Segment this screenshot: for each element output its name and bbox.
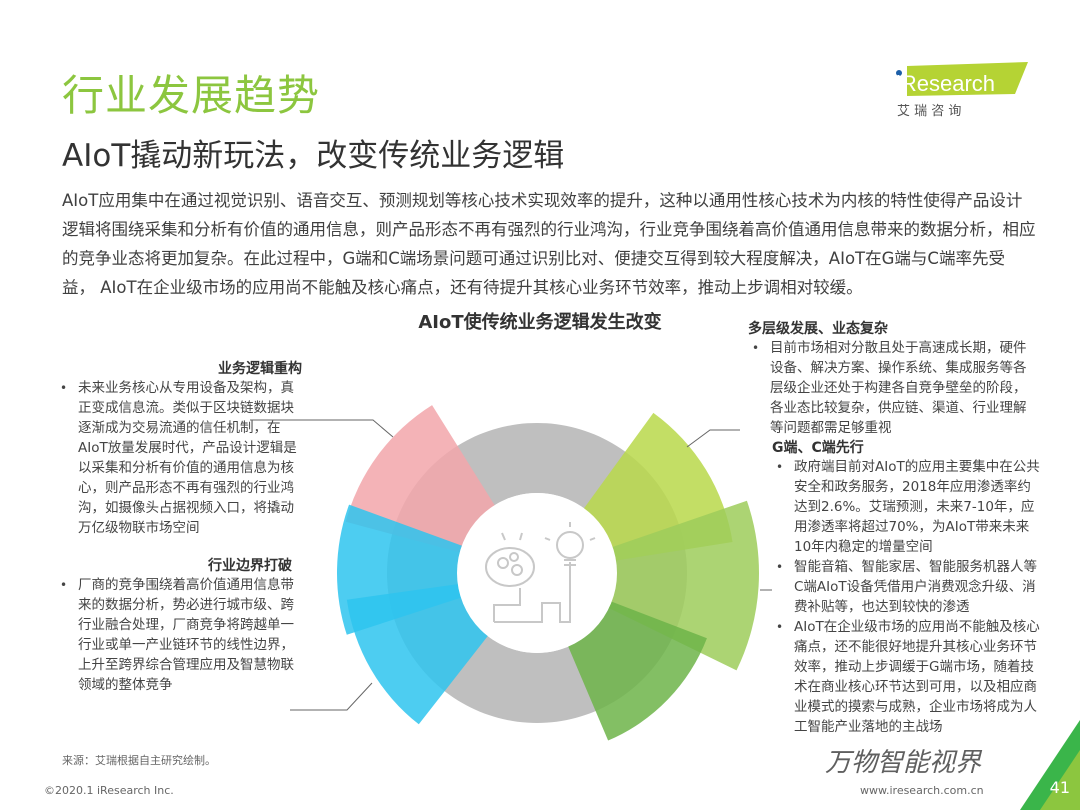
section-heading: 多层级发展、业态复杂 <box>748 321 888 337</box>
copyright: ©2020.1 iResearch Inc. <box>44 784 174 797</box>
bullet-item: 厂商的竞争围绕着高价值通用信息带来的数据分析，势必进行城市级、跨行业融合处理，厂… <box>56 575 302 695</box>
blue-sector-lower <box>346 581 501 725</box>
bullet-item: 智能音箱、智能家居、智能服务机器人等C端AIoT设备凭借用户消费观念升级、消费补… <box>772 557 1040 617</box>
source-note: 来源：艾瑞根据自主研究绘制。 <box>62 754 216 767</box>
logo-text: iResearch <box>896 71 995 96</box>
section-heading: G端、C端先行 <box>772 440 864 456</box>
section-heading: 行业边界打破 <box>208 558 292 574</box>
section-logic-restructure: 业务逻辑重构 未来业务核心从专用设备及架构，真正变成信息流。类似于区块链数据块逐… <box>56 358 302 538</box>
brain-lightbulb-icon <box>485 522 596 623</box>
bullet-item: 目前市场相对分散且处于高速成长期，硬件设备、解决方案、操作系统、集成服务等各层级… <box>748 338 1038 438</box>
page-corner <box>1020 720 1080 810</box>
website-url[interactable]: www.iresearch.com.cn <box>860 784 984 797</box>
dark-green-sector <box>560 594 707 741</box>
section-boundary-break: 行业边界打破 厂商的竞争围绕着高价值通用信息带来的数据分析，势必进行城市级、跨行… <box>56 555 302 695</box>
callout-line-multilevel <box>686 429 740 448</box>
bullet-item: 政府端目前对AIoT的应用主要集中在公共安全和政务服务，2018年应用渗透率约达… <box>772 457 1040 557</box>
section-g-c-first: G端、C端先行 政府端目前对AIoT的应用主要集中在公共安全和政务服务，2018… <box>772 437 1040 737</box>
page-title: 行业发展趋势 <box>62 71 321 120</box>
page-subtitle: AIoT撬动新玩法，改变传统业务逻辑 <box>62 138 565 174</box>
page-number: 41 <box>1049 778 1070 797</box>
center-circle <box>457 493 617 653</box>
logo-cn: 艾 瑞 咨 询 <box>897 104 961 118</box>
green-sector <box>590 500 759 671</box>
intro-paragraph: AIoT应用集中在通过视觉识别、语音交互、预测规划等核心技术实现效率的提升，这种… <box>62 191 1036 297</box>
iresearch-logo: iResearch 艾 瑞 咨 询 <box>893 58 1033 119</box>
bullet-item: AIoT在企业级市场的应用尚不能触及核心痛点，还不能很好地提升其核心业务环节效率… <box>772 617 1040 737</box>
diagram-title: AIoT使传统业务逻辑发生改变 <box>418 312 662 333</box>
watermark: 万物智能视界 <box>825 748 982 778</box>
bullet-item: 未来业务核心从专用设备及架构，真正变成信息流。类似于区块链数据块逐渐成为交易流通… <box>56 378 302 538</box>
section-heading: 业务逻辑重构 <box>218 361 302 377</box>
section-multilevel: 多层级发展、业态复杂 目前市场相对分散且处于高速成长期，硬件设备、解决方案、操作… <box>748 318 1038 438</box>
callout-line-boundary <box>290 682 373 711</box>
